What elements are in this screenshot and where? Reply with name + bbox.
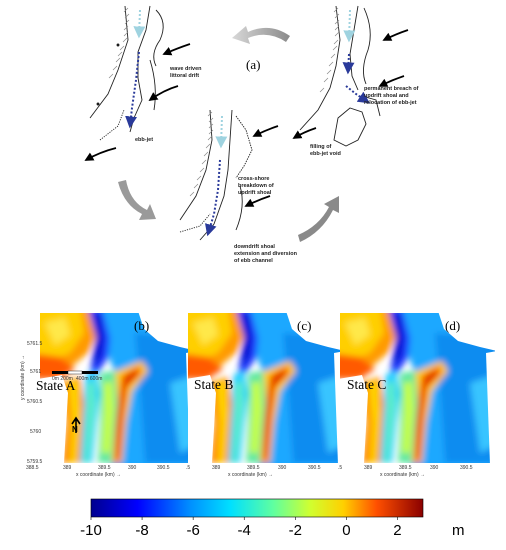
xtick-d-0: .5	[338, 465, 342, 471]
scale-label-2: 400m 600m	[76, 376, 102, 382]
xtick-c-4: 390.5	[308, 465, 321, 471]
xtick-b-4: 390	[128, 465, 137, 471]
sketch-stage-3	[179, 109, 253, 241]
ebb-flow-arrow-2-dark	[342, 53, 355, 75]
scale-label-1: 0m 200m	[52, 376, 73, 382]
ebb-flow-arrow-2-divert	[345, 85, 370, 104]
ebb-flow-arrow-2-light	[343, 9, 356, 43]
colorbar-ticks: -10 -8 -6 -4 -2 0 2	[80, 517, 402, 539]
cycle-arrow-right	[298, 196, 339, 242]
label-filling-2: ebb-jet void	[310, 151, 341, 157]
wave-arrow-2a	[382, 29, 409, 41]
map-d-state-label: State C	[347, 377, 386, 392]
xtick-c-3: 390	[278, 465, 287, 471]
label-downdrift-1: downdrift shoal	[234, 244, 275, 250]
map-d-axes: .5 389 389.5 390 390.5 x coordinate (km)…	[338, 465, 473, 478]
wave-arrow-3a	[252, 125, 279, 137]
ebb-flow-arrow-1-light	[133, 9, 146, 39]
x-axis-label-b: x coordinate (km) →	[76, 472, 121, 478]
schematic-panel: (a) wave driven littoral drift ebb-jet	[84, 5, 419, 264]
label-wave-drift-2: littoral drift	[170, 73, 199, 79]
xtick-d-1: 389	[364, 465, 373, 471]
wave-arrow-2b	[378, 75, 405, 87]
ytick-2: 5761	[30, 369, 41, 375]
colorbar-tick-label: -4	[238, 522, 251, 539]
label-cross-shore-2: breakdown of	[238, 183, 274, 189]
colorbar-tick-label: -2	[289, 522, 302, 539]
map-c-axes: .5 389 389.5 390 390.5 x coordinate (km)…	[186, 465, 321, 478]
map-b-axes: y coordinate (km) → 5761.5 5761 5760.5 5…	[20, 341, 170, 478]
ytick-5: 5759.5	[27, 459, 43, 465]
ytick-4: 5760	[30, 429, 41, 435]
cycle-arrow-left	[118, 180, 156, 220]
ebb-flow-arrow-3-light	[215, 115, 228, 149]
label-breach-2: updrift shoal and	[364, 93, 409, 99]
xtick-d-3: 390	[430, 465, 439, 471]
colorbar-tick-label: 2	[393, 522, 401, 539]
colorbar-tick-label: -8	[135, 522, 148, 539]
hatching-1	[108, 7, 130, 79]
x-axis-label-d: x coordinate (km) →	[380, 472, 425, 478]
label-breach-1: permanent breach of	[364, 86, 419, 92]
ebb-flow-arrow-1-dark	[125, 51, 140, 129]
colorbar-gradient	[90, 498, 424, 518]
label-ebb-jet: ebb-jet	[135, 137, 153, 143]
sketch-stage-2	[299, 5, 381, 147]
cycle-arrow-top	[232, 26, 290, 44]
label-filling-1: filling of	[310, 144, 332, 150]
xtick-b-5: 390.5	[157, 465, 170, 471]
north-label: N	[72, 425, 78, 434]
xtick-c-0: .5	[186, 465, 190, 471]
colorbar-tick-label: 0	[342, 522, 350, 539]
map-d-panel-label: (d)	[445, 318, 460, 333]
map-b-state-label: State A	[36, 378, 76, 393]
label-downdrift-3: of ebb channel	[234, 258, 273, 264]
wave-arrow-3b	[244, 195, 271, 207]
y-axis-label: y coordinate (km) →	[20, 355, 26, 400]
colorbar-tick-label: -6	[186, 522, 199, 539]
label-cross-shore-3: updrift shoal	[238, 190, 272, 196]
xtick-c-1: 389	[212, 465, 221, 471]
ebb-flow-arrow-3-dark	[205, 159, 221, 237]
colorbar: -10 -8 -6 -4 -2 0 2 m	[80, 498, 465, 539]
ytick-1: 5761.5	[27, 341, 43, 347]
xtick-d-4: 390.5	[460, 465, 473, 471]
ytick-3: 5760.5	[27, 399, 43, 405]
north-arrow: N	[71, 416, 81, 434]
xtick-b-3: 389.5	[98, 465, 111, 471]
x-axis-label-c: x coordinate (km) →	[228, 472, 273, 478]
hatching-2	[319, 7, 340, 93]
label-downdrift-2: extension and diversion	[234, 251, 298, 257]
wave-arrow-1b	[148, 85, 179, 102]
wave-arrow-2c	[292, 127, 317, 139]
sketch-stage-1	[89, 5, 164, 141]
map-c-panel-label: (c)	[297, 318, 311, 333]
xtick-b-2: 389	[63, 465, 72, 471]
map-c-state-label: State B	[194, 377, 233, 392]
label-cross-shore-1: cross-shore	[238, 176, 270, 182]
hatching-3	[189, 111, 214, 197]
label-wave-drift-1: wave driven	[169, 66, 202, 72]
scale-bar: 0m 200m 400m 600m	[52, 370, 102, 382]
xtick-d-2: 389.5	[399, 465, 412, 471]
xtick-c-2: 389.5	[247, 465, 260, 471]
map-b-panel-label: (b)	[134, 318, 149, 333]
colorbar-tick-label: -10	[80, 522, 102, 539]
schematic-panel-label: (a)	[246, 57, 260, 72]
colorbar-unit: m	[452, 522, 465, 539]
label-breach-3: relocation of ebb-jet	[364, 100, 417, 106]
xtick-b-1: 388.5	[26, 465, 39, 471]
wave-arrow-1a	[162, 43, 191, 56]
wave-arrow-1c	[84, 147, 117, 161]
